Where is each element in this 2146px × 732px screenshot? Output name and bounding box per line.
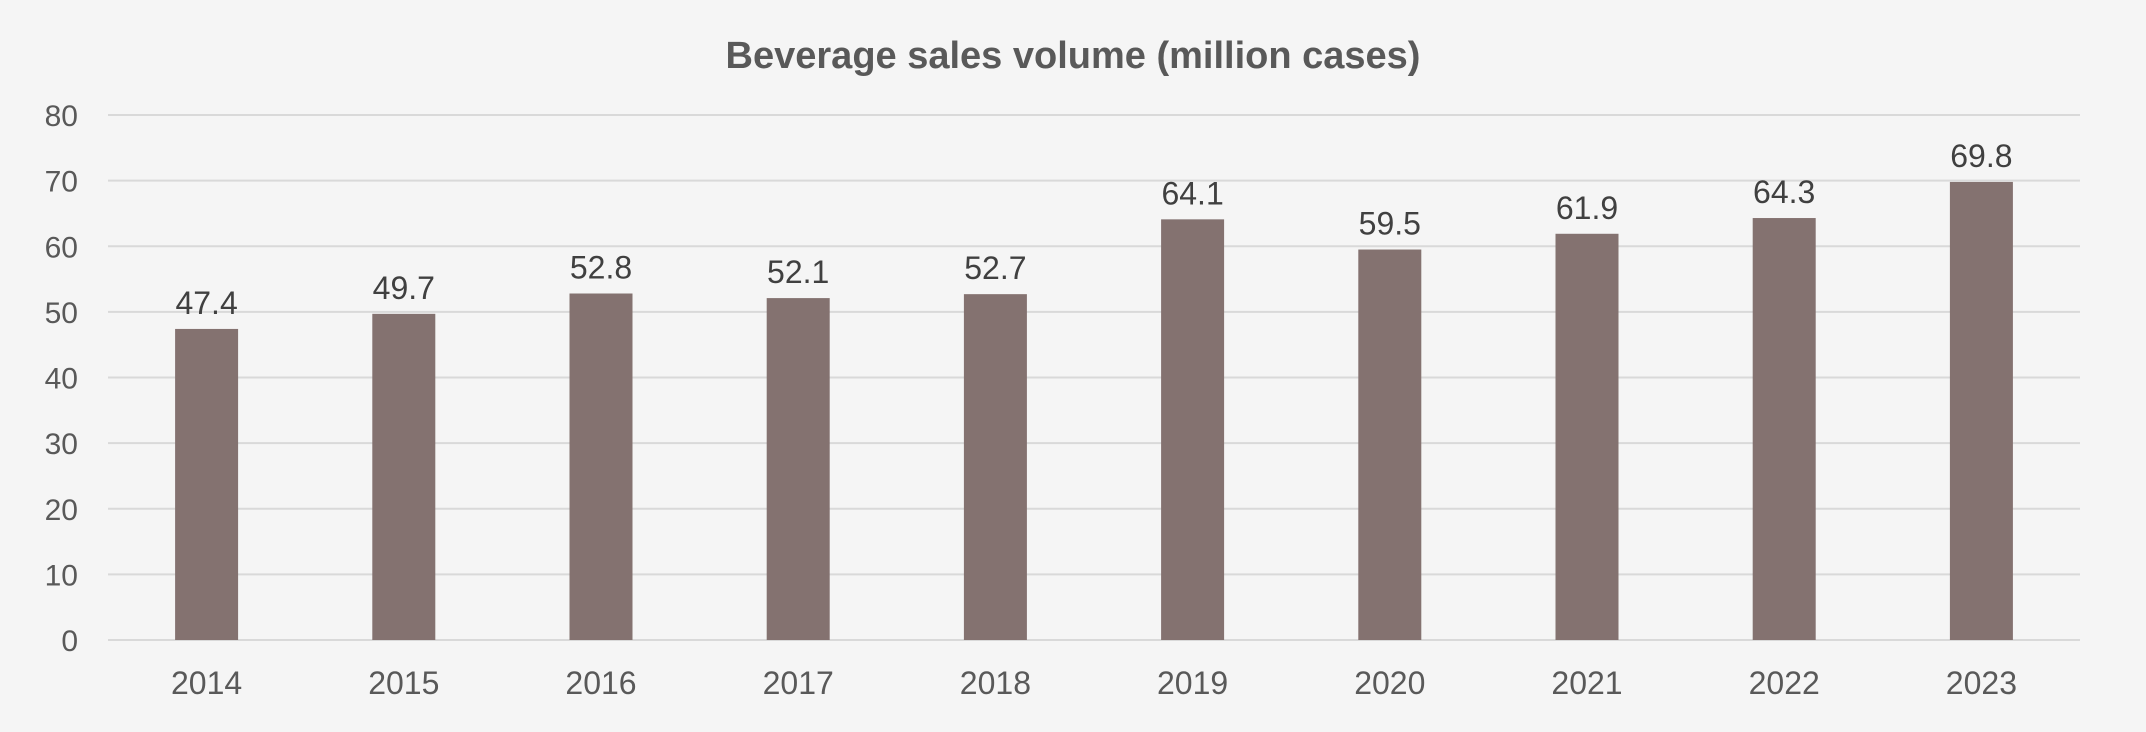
x-tick-label: 2019 bbox=[1157, 665, 1228, 701]
y-tick-label: 70 bbox=[45, 166, 78, 199]
bars bbox=[175, 181, 2013, 640]
bar-2015 bbox=[372, 313, 436, 640]
bar-2020 bbox=[1358, 249, 1422, 640]
x-tick-label: 2022 bbox=[1749, 665, 1820, 701]
x-tick-label: 2017 bbox=[763, 665, 834, 701]
x-axis-ticks: 2014 2015 2016 2017 2018 2019 2020 2021 2022 2023 bbox=[171, 665, 2017, 701]
bar-2022 bbox=[1752, 218, 1816, 640]
data-label: 52.1 bbox=[767, 254, 829, 290]
x-tick-label: 2016 bbox=[565, 665, 636, 701]
gridlines bbox=[108, 114, 2080, 641]
data-label: 52.7 bbox=[964, 250, 1026, 286]
x-tick-label: 2018 bbox=[960, 665, 1031, 701]
bar-2017 bbox=[766, 298, 830, 640]
data-label: 59.5 bbox=[1359, 206, 1421, 242]
data-label: 69.8 bbox=[1950, 138, 2012, 174]
y-tick-label: 10 bbox=[45, 559, 78, 592]
data-labels: 47.4 49.7 52.8 52.1 52.7 64.1 59.5 61.9 64.3 69.8 bbox=[175, 138, 2012, 321]
y-tick-label: 80 bbox=[45, 100, 78, 133]
y-tick-label: 50 bbox=[45, 297, 78, 330]
x-tick-label: 2023 bbox=[1946, 665, 2017, 701]
x-tick-label: 2014 bbox=[171, 665, 242, 701]
data-label: 64.3 bbox=[1753, 174, 1815, 210]
bar-2018 bbox=[963, 294, 1027, 640]
x-tick-label: 2015 bbox=[368, 665, 439, 701]
bar-2021 bbox=[1555, 233, 1619, 640]
data-label: 61.9 bbox=[1556, 190, 1618, 226]
x-tick-label: 2021 bbox=[1551, 665, 1622, 701]
data-label: 64.1 bbox=[1161, 175, 1223, 211]
bar-2019 bbox=[1161, 219, 1225, 640]
bar-2023 bbox=[1949, 181, 2013, 640]
y-axis-ticks: 0 10 20 30 40 50 60 70 80 bbox=[45, 100, 78, 658]
y-tick-label: 0 bbox=[61, 625, 78, 658]
y-tick-label: 30 bbox=[45, 428, 78, 461]
data-label: 49.7 bbox=[373, 270, 435, 306]
x-tick-label: 2020 bbox=[1354, 665, 1425, 701]
y-tick-label: 20 bbox=[45, 494, 78, 527]
data-label: 47.4 bbox=[175, 285, 237, 321]
data-label: 52.8 bbox=[570, 250, 632, 286]
y-tick-label: 60 bbox=[45, 231, 78, 264]
bar-2016 bbox=[569, 293, 633, 640]
chart-title: Beverage sales volume (million cases) bbox=[726, 35, 1421, 77]
bar-2014 bbox=[175, 328, 239, 640]
y-tick-label: 40 bbox=[45, 363, 78, 396]
